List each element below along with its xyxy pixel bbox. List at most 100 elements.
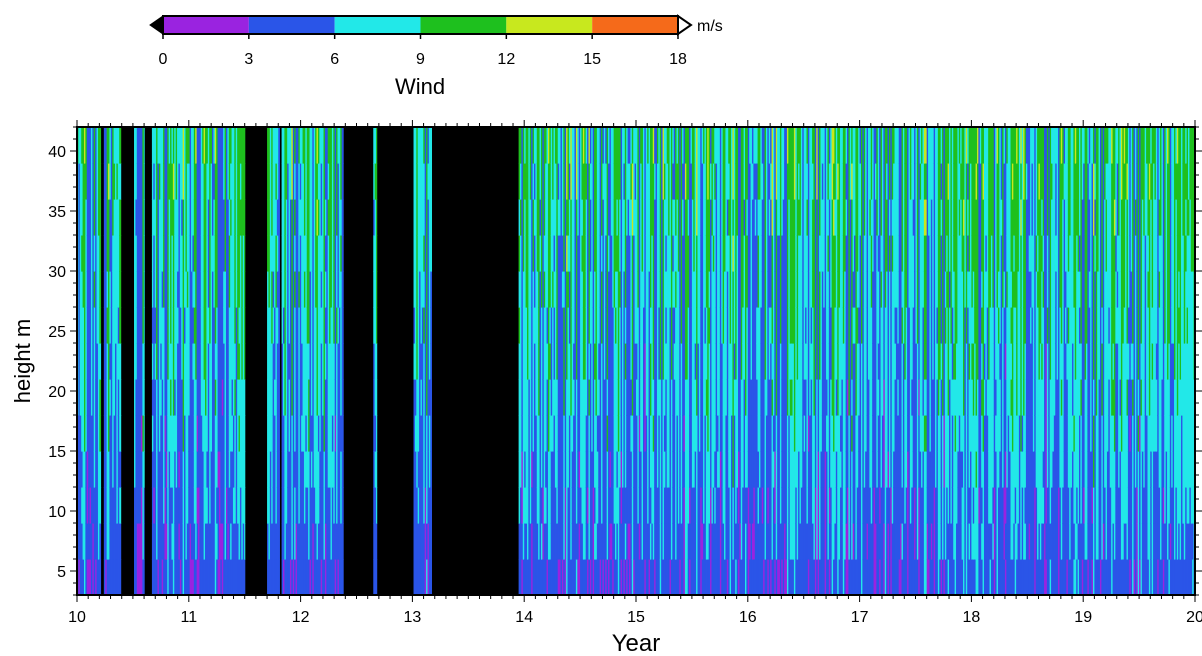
heatmap-cell [540,451,543,488]
heatmap-cell [416,487,419,524]
heatmap-cell [289,307,292,344]
heatmap-cell [136,487,139,524]
heatmap-cell [182,451,185,488]
heatmap-cell [774,271,777,308]
heatmap-cell [267,523,270,560]
heatmap-cell [278,235,280,272]
heatmap-cell [743,163,746,200]
heatmap-cell [612,415,615,452]
heatmap-cell [647,415,650,452]
heatmap-cell [298,163,301,200]
heatmap-cell [732,163,735,200]
heatmap-cell [417,343,420,380]
heatmap-cell [682,235,685,272]
heatmap-cell [647,163,650,200]
heatmap-cell [588,379,591,416]
heatmap-cell [426,379,429,416]
heatmap-cell [538,271,541,308]
heatmap-cell [528,343,531,380]
heatmap-cell [341,451,344,488]
heatmap-cell [545,379,548,416]
heatmap-cell [620,271,623,308]
heatmap-cell [677,415,680,452]
heatmap-cell [805,415,808,452]
heatmap-cell [557,127,560,164]
heatmap-cell [711,307,714,344]
heatmap-cell [756,343,759,380]
heatmap-cell [703,343,706,380]
heatmap-cell [788,199,791,236]
heatmap-cell [585,235,588,272]
heatmap-cell [616,307,619,344]
heatmap-cell [570,271,573,308]
heatmap-cell [206,271,209,308]
heatmap-cell [309,343,312,380]
heatmap-cell [672,127,675,164]
heatmap-cell [704,343,707,380]
heatmap-cell [171,559,174,595]
heatmap-cell [232,271,235,308]
heatmap-cell [218,235,221,272]
heatmap-cell [591,199,594,236]
heatmap-cell [175,307,178,344]
heatmap-cell [191,163,194,200]
heatmap-cell [160,523,163,560]
heatmap-cell [785,235,788,272]
heatmap-cell [689,343,692,380]
heatmap-cell [654,451,657,488]
heatmap-cell [276,379,279,416]
heatmap-cell [689,379,692,416]
heatmap-cell [566,559,569,595]
heatmap-cell [649,127,652,164]
heatmap-cell [620,307,623,344]
heatmap-cell [105,271,108,308]
heatmap-cell [722,307,725,344]
heatmap-cell [792,523,795,560]
heatmap-cell [765,271,768,308]
heatmap-cell [721,307,724,344]
heatmap-cell [168,451,171,488]
heatmap-cell [276,451,279,488]
heatmap-cell [753,163,756,200]
heatmap-cell [724,487,727,524]
heatmap-cell [686,415,689,452]
heatmap-cell [704,487,707,524]
heatmap-cell [539,343,542,380]
heatmap-cell [228,451,231,488]
heatmap-cell [158,127,161,164]
heatmap-cell [738,235,741,272]
heatmap-cell [329,271,332,308]
heatmap-cell [272,415,275,452]
colorbar-tick-label: 18 [669,51,687,68]
heatmap-cell [291,451,294,488]
heatmap-cell [227,487,230,524]
heatmap-cell [788,451,791,488]
heatmap-cell [423,343,426,380]
heatmap-cell [809,559,812,595]
heatmap-cell [707,523,710,560]
heatmap-cell [738,451,741,488]
heatmap-cell [322,415,325,452]
heatmap-cell [241,451,244,488]
heatmap-cell [313,559,316,595]
heatmap-cell [287,415,290,452]
heatmap-cell [106,235,109,272]
heatmap-cell [725,451,728,488]
heatmap-cell [792,127,795,164]
heatmap-cell [584,127,587,164]
heatmap-cell [538,343,541,380]
heatmap-cell [712,343,715,380]
heatmap-cell [97,523,100,560]
heatmap-cell [552,415,555,452]
heatmap-cell [536,163,539,200]
heatmap-cell [652,307,655,344]
heatmap-cell [696,523,699,560]
heatmap-cell [82,127,85,164]
heatmap-cell [203,307,206,344]
heatmap-cell [195,343,198,380]
heatmap-cell [225,523,228,560]
heatmap-cell [151,451,154,488]
heatmap-cell [312,523,315,560]
heatmap-cell [742,307,745,344]
heatmap-cell [756,451,759,488]
